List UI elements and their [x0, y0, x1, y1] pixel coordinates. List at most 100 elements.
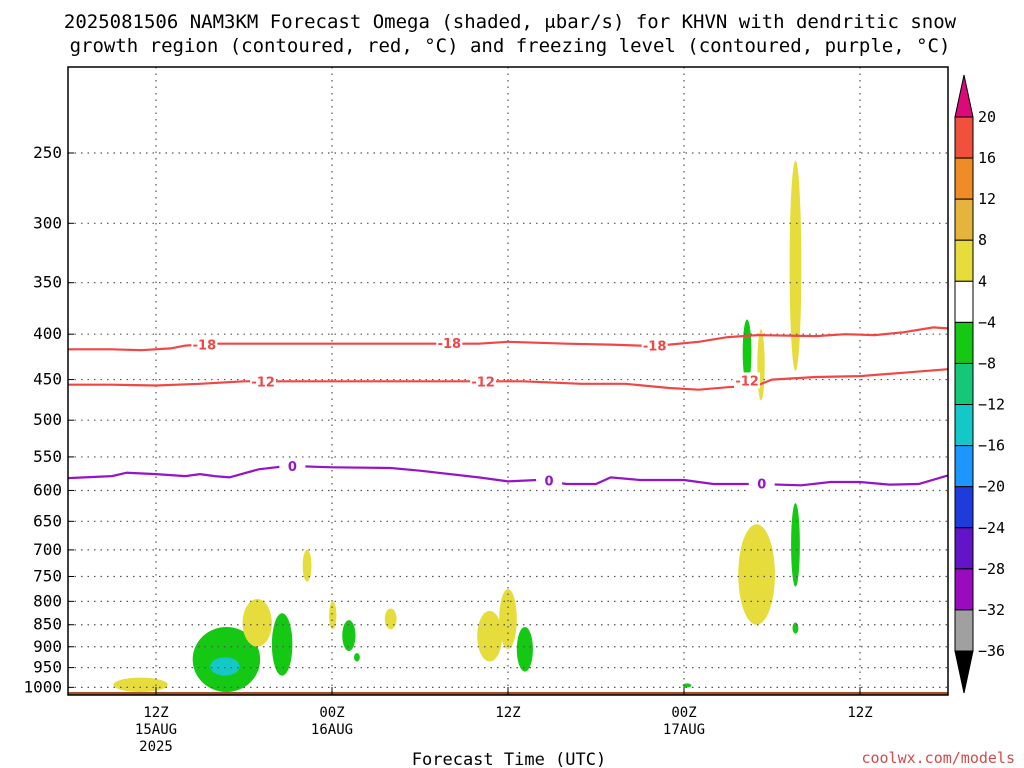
- omega-cell-10: [477, 610, 503, 662]
- chart-title-line2: growth region (contoured, red, °C) and f…: [70, 35, 951, 57]
- plot-area: 250 300 350 400 450 500 550 600 650 700 750 800 850 9…: [23, 66, 949, 755]
- x-tick-label-0-2: 15AUG: [135, 722, 177, 738]
- contour-line-1: [68, 368, 949, 391]
- colorbar-box-10: [954, 527, 974, 570]
- contour-label-0-2: -18: [643, 340, 667, 355]
- omega-cell-13: [682, 683, 692, 688]
- colorbar-box-3: [954, 239, 974, 282]
- contour-label-bg-2-1: [536, 472, 563, 489]
- omega-cell-5: [302, 549, 312, 582]
- omega-cell-17: [791, 503, 800, 587]
- colorbar-label-11: −28: [978, 560, 1005, 578]
- y-tick-label-400: 400: [33, 324, 62, 343]
- omega-cell-2: [210, 657, 240, 676]
- y-tick-label-450: 450: [33, 370, 62, 389]
- y-tick-label-1000: 1000: [23, 677, 62, 696]
- colorbar-box-0: [954, 116, 974, 159]
- contour-label-2-1: 0: [545, 475, 554, 490]
- colorbar: 20 16 12 8 4 −4 −8 −12 −16 −20 −24 −28 −32 −36: [954, 74, 1005, 694]
- colorbar-label-12: −32: [978, 601, 1005, 619]
- colorbar-box-5: [954, 321, 974, 364]
- colorbar-label-3: 8: [978, 231, 987, 249]
- colorbar-top-arrow: [954, 74, 974, 118]
- colorbar-box-2: [954, 198, 974, 241]
- colorbar-label-13: −36: [978, 642, 1005, 660]
- omega-cell-6: [329, 601, 337, 630]
- omega-cell-14: [738, 524, 775, 625]
- y-tick-label-850: 850: [33, 615, 62, 634]
- contour-line-0: [68, 326, 949, 352]
- chart-title-line1: 2025081506 NAM3KM Forecast Omega (shaded…: [64, 11, 957, 33]
- contour-label-bg-1-2: [734, 372, 761, 389]
- contour-label-0-1: -18: [438, 337, 462, 352]
- omega-cell-9: [384, 608, 397, 630]
- colorbar-box-9: [954, 486, 974, 529]
- x-axis-label: Forecast Time (UTC): [412, 750, 606, 768]
- colorbar-label-0: 20: [978, 108, 996, 126]
- colorbar-label-6: −8: [978, 354, 996, 372]
- y-tick-label-600: 600: [33, 480, 62, 499]
- x-tick-label-3-1: 00Z: [671, 705, 696, 721]
- colorbar-label-5: −4: [978, 313, 996, 331]
- contour-label-bg-2-0: [279, 457, 306, 474]
- omega-cell-16: [757, 329, 765, 401]
- colorbar-box-4: [954, 280, 974, 323]
- omega-cell-12: [516, 626, 533, 672]
- colorbar-label-9: −20: [978, 478, 1005, 496]
- contour-label-2-2: 0: [757, 477, 766, 492]
- y-tick-label-950: 950: [33, 658, 62, 677]
- contour-label-bg-0-0: [191, 336, 218, 353]
- contour-label-1-0: -12: [251, 375, 275, 390]
- colorbar-bottom-arrow: [954, 650, 974, 694]
- y-tick-label-500: 500: [33, 410, 62, 429]
- y-tick-label-350: 350: [33, 273, 62, 292]
- colorbar-label-7: −12: [978, 396, 1005, 414]
- colorbar-label-4: 4: [978, 272, 987, 290]
- colorbar-label-1: 16: [978, 149, 996, 167]
- omega-cell-8: [354, 653, 360, 662]
- omega-cell-0: [113, 677, 168, 692]
- colorbar-box-8: [954, 445, 974, 488]
- omega-cell-11: [499, 589, 517, 649]
- contour-label-bg-0-2: [641, 337, 668, 354]
- x-tick-label-4-1: 12Z: [847, 705, 872, 721]
- y-tick-label-700: 700: [33, 540, 62, 559]
- contour-label-bg-0-1: [436, 334, 463, 351]
- credit-text: coolwx.com/models: [861, 749, 1015, 767]
- omega-cell-4: [271, 613, 293, 676]
- omega-cell-19: [789, 160, 802, 371]
- y-tick-label-900: 900: [33, 637, 62, 656]
- y-tick-label-800: 800: [33, 591, 62, 610]
- colorbar-box-11: [954, 568, 974, 611]
- omega-cell-7: [342, 620, 356, 652]
- omega-cell-18: [792, 622, 799, 634]
- contour-label-bg-1-0: [250, 373, 277, 390]
- contour-line-2: [67, 464, 949, 487]
- contour-label-0-0: -18: [193, 339, 217, 354]
- x-tick-label-1-2: 16AUG: [311, 722, 353, 738]
- colorbar-label-8: −16: [978, 437, 1005, 455]
- colorbar-box-12: [954, 609, 974, 652]
- contour-label-2-0: 0: [288, 460, 297, 475]
- contour-label-1-2: -12: [735, 374, 759, 389]
- colorbar-label-2: 12: [978, 190, 996, 208]
- contour-label-bg-2-2: [748, 475, 775, 492]
- x-tick-label-3-2: 17AUG: [663, 722, 705, 738]
- x-tick-label-0-1: 12Z: [143, 705, 168, 721]
- contour-label-bg-1-1: [470, 373, 497, 390]
- y-tick-label-550: 550: [33, 447, 62, 466]
- colorbar-box-6: [954, 362, 974, 406]
- x-tick-label-0-3: 2025: [139, 739, 173, 755]
- y-tick-label-650: 650: [33, 511, 62, 530]
- x-tick-label-2-1: 12Z: [495, 705, 520, 721]
- x-tick-label-1-1: 00Z: [319, 705, 344, 721]
- contour-label-1-1: -12: [471, 375, 495, 390]
- colorbar-box-7: [954, 404, 974, 447]
- colorbar-box-1: [954, 157, 974, 200]
- y-tick-label-300: 300: [33, 213, 62, 232]
- colorbar-label-10: −24: [978, 519, 1005, 537]
- plot-frame: [67, 66, 949, 696]
- y-tick-label-250: 250: [33, 143, 62, 162]
- y-tick-label-750: 750: [33, 566, 62, 585]
